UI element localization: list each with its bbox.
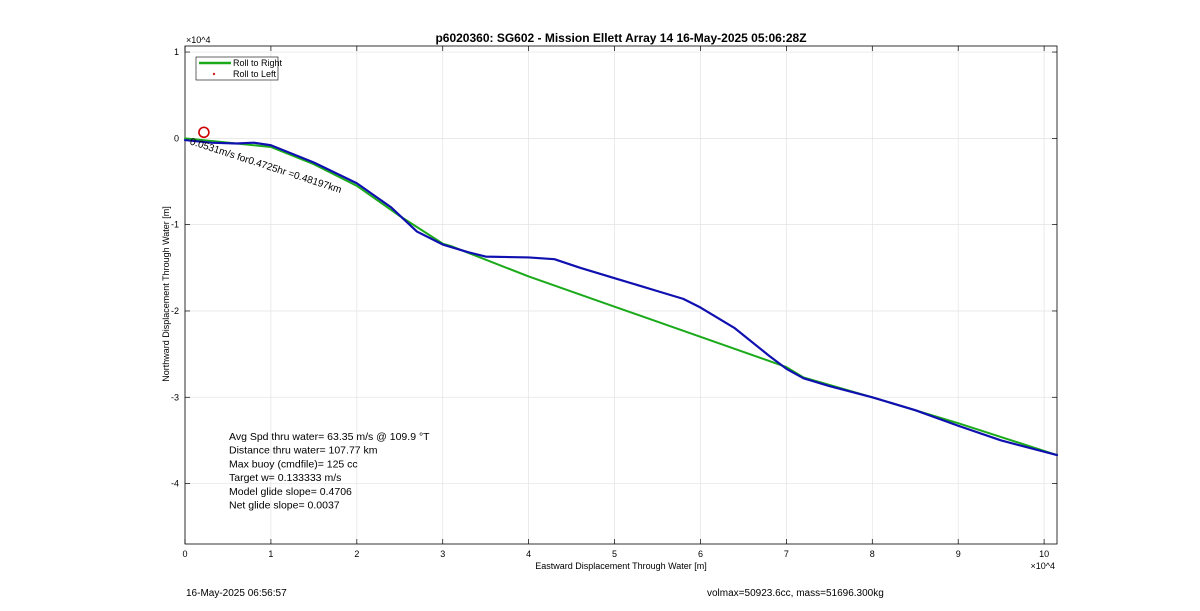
legend: Roll to Right Roll to Left — [195, 56, 283, 81]
x-tick-label: 3 — [440, 549, 445, 559]
legend-swatch-roll-left — [212, 72, 216, 76]
legend-entry-roll-right: Roll to Right — [233, 58, 283, 68]
y-tick-label: -2 — [171, 306, 179, 316]
series-layer — [183, 137, 1059, 457]
track-line — [183, 138, 1059, 457]
stat-line: Distance thru water= 107.77 km — [229, 445, 378, 457]
y-tick-label: 1 — [174, 47, 179, 57]
stat-line: Model glide slope= 0.4706 — [229, 486, 352, 498]
stat-line: Avg Spd thru water= 63.35 m/s @ 109.9 °T — [229, 431, 430, 443]
y-tick-label: -1 — [171, 220, 179, 230]
x-tick-label: 10 — [1039, 549, 1049, 559]
plot-area — [184, 45, 1058, 545]
x-tick-label: 5 — [612, 549, 617, 559]
y-axis-label: Northward Displacement Through Water [m] — [161, 206, 171, 382]
x-tick-label: 7 — [784, 549, 789, 559]
stat-line: Max buoy (cmdfile)= 125 cc — [229, 458, 358, 470]
chart-title: p6020360: SG602 - Mission Ellett Array 1… — [435, 31, 806, 45]
x-tick-label: 4 — [526, 549, 531, 559]
y-tick-label: -3 — [171, 392, 179, 402]
legend-entry-roll-left: Roll to Left — [233, 69, 277, 79]
x-tick-label: 9 — [956, 549, 961, 559]
grid — [184, 46, 1057, 544]
stats-block: Avg Spd thru water= 63.35 m/s @ 109.9 °T… — [229, 431, 430, 512]
x-tick-label: 8 — [870, 549, 875, 559]
y-axis-exponent: ×10^4 — [186, 35, 211, 45]
x-tick-label: 6 — [698, 549, 703, 559]
x-tick-label: 2 — [354, 549, 359, 559]
start-marker — [198, 126, 210, 139]
stat-line: Target w= 0.133333 m/s — [229, 472, 341, 484]
x-axis-exponent: ×10^4 — [1031, 561, 1056, 571]
y-tick-label: -4 — [171, 479, 179, 489]
tick-marks — [184, 46, 1057, 544]
y-tick-label: 0 — [174, 133, 179, 143]
x-tick-label: 1 — [268, 549, 273, 559]
footer-mass-info: volmax=50923.6cc, mass=51696.300kg — [707, 588, 884, 599]
x-tick-label: 0 — [182, 549, 187, 559]
x-axis-label: Eastward Displacement Through Water [m] — [535, 561, 707, 571]
stat-line: Net glide slope= 0.0037 — [229, 500, 340, 512]
footer-timestamp: 16-May-2025 06:56:57 — [186, 588, 287, 599]
